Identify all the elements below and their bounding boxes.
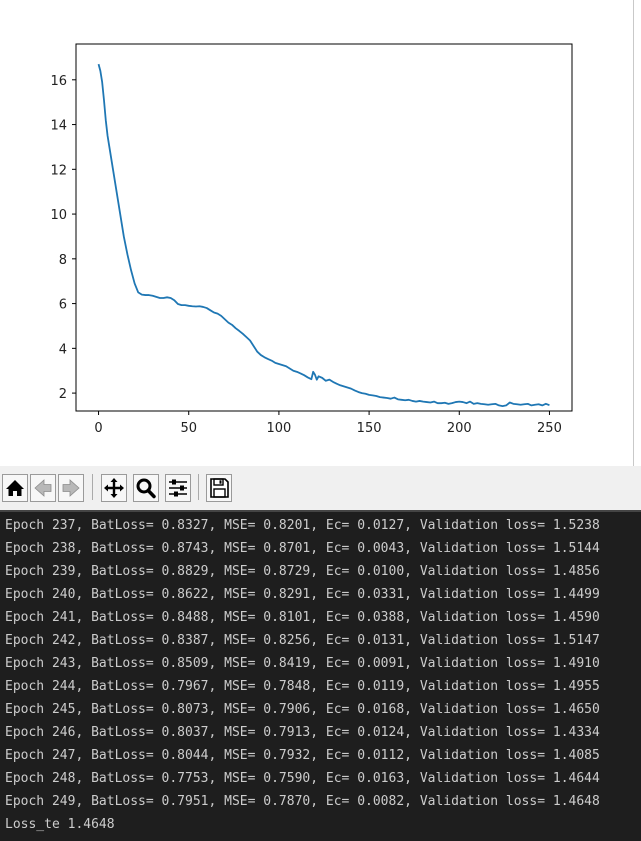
console-line: Epoch 242, BatLoss= 0.8387, MSE= 0.8256,… — [5, 633, 600, 648]
loss-curve-line — [97, 63, 550, 407]
x-tick-label: 250 — [537, 421, 562, 436]
home-icon — [6, 480, 24, 496]
line-chart: 0 50 100 150 200 250 2 4 6 8 10 12 14 16 — [50, 43, 573, 436]
y-tick-label: 6 — [59, 298, 67, 313]
x-tick-label: 200 — [447, 421, 472, 436]
console-line: Epoch 238, BatLoss= 0.8743, MSE= 0.8701,… — [5, 541, 600, 556]
figure-canvas: 0 50 100 150 200 250 2 4 6 8 10 12 14 16 — [50, 0, 641, 466]
x-axis: 0 50 100 150 200 250 — [94, 411, 562, 436]
move-icon — [104, 478, 124, 498]
back-button[interactable] — [30, 474, 56, 502]
y-tick-label: 16 — [50, 74, 67, 89]
y-tick-label: 14 — [50, 119, 67, 134]
home-button[interactable] — [2, 474, 28, 502]
window-edge — [633, 0, 641, 466]
sliders-icon — [169, 479, 187, 497]
magnifier-icon — [136, 478, 156, 499]
y-tick-label: 8 — [59, 253, 67, 268]
pan-button[interactable] — [101, 474, 127, 502]
console-log: Epoch 237, BatLoss= 0.8327, MSE= 0.8201,… — [5, 514, 600, 836]
console-line: Epoch 240, BatLoss= 0.8622, MSE= 0.8291,… — [5, 587, 600, 602]
configure-subplots-button[interactable] — [165, 474, 191, 502]
console-line: Epoch 241, BatLoss= 0.8488, MSE= 0.8101,… — [5, 610, 600, 625]
save-button[interactable] — [206, 474, 232, 502]
forward-button[interactable] — [58, 474, 84, 502]
y-tick-label: 12 — [50, 163, 67, 178]
zoom-button[interactable] — [133, 474, 159, 502]
y-tick-label: 2 — [59, 387, 67, 402]
forward-arrow-icon — [62, 479, 80, 497]
plot-area-frame — [75, 43, 573, 412]
console-line: Epoch 237, BatLoss= 0.8327, MSE= 0.8201,… — [5, 518, 600, 533]
floppy-disk-icon — [210, 478, 229, 498]
x-tick-label: 0 — [94, 421, 102, 436]
y-axis: 2 4 6 8 10 12 14 16 — [50, 74, 76, 402]
plot-toolbar — [0, 466, 641, 510]
y-tick-label: 4 — [59, 342, 67, 357]
x-tick-label: 150 — [357, 421, 382, 436]
console-line: Epoch 246, BatLoss= 0.8037, MSE= 0.7913,… — [5, 725, 600, 740]
back-arrow-icon — [34, 479, 52, 497]
console-line: Epoch 243, BatLoss= 0.8509, MSE= 0.8419,… — [5, 656, 600, 671]
console-line: Epoch 239, BatLoss= 0.8829, MSE= 0.8729,… — [5, 564, 600, 579]
console-line: Epoch 247, BatLoss= 0.8044, MSE= 0.7932,… — [5, 748, 600, 763]
console-line: Loss_te 1.4648 — [5, 817, 115, 832]
console-line: Epoch 248, BatLoss= 0.7753, MSE= 0.7590,… — [5, 771, 600, 786]
y-tick-label: 10 — [50, 208, 67, 223]
x-tick-label: 100 — [266, 421, 291, 436]
console-line: Epoch 249, BatLoss= 0.7951, MSE= 0.7870,… — [5, 794, 600, 809]
x-tick-label: 50 — [180, 421, 197, 436]
console-line: Epoch 245, BatLoss= 0.8073, MSE= 0.7906,… — [5, 702, 600, 717]
console-output[interactable]: Epoch 237, BatLoss= 0.8327, MSE= 0.8201,… — [0, 510, 641, 841]
toolbar-separator — [92, 474, 93, 500]
toolbar-separator — [198, 474, 199, 500]
console-line: Epoch 244, BatLoss= 0.7967, MSE= 0.7848,… — [5, 679, 600, 694]
